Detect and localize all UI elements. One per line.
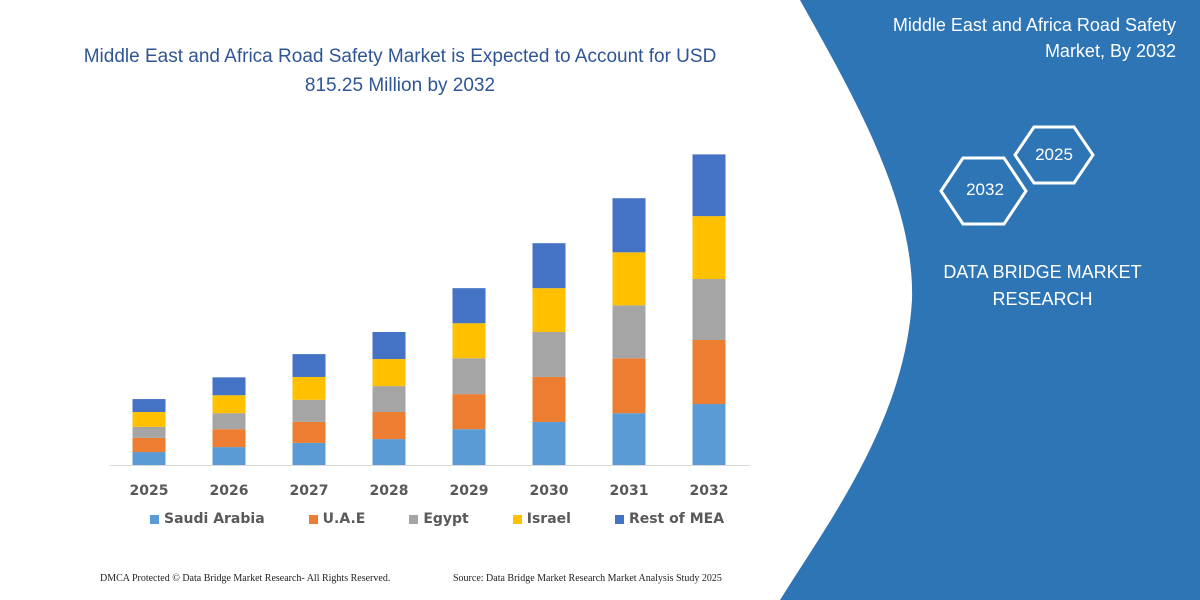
bar-segment-saudi-arabia-2028 [372,439,406,465]
bar-segment-rest-of-mea-2026 [212,377,246,396]
bar-segment-israel-2027 [292,376,326,400]
bar-segment-egypt-2031 [612,305,646,359]
hex-label-2025: 2025 [1035,145,1073,164]
x-tick-label: 2026 [210,483,249,499]
legend-item-uae: U.A.E [308,511,366,527]
legend-swatch [512,514,522,524]
x-tick-label: 2025 [130,483,169,499]
x-tick-label: 2028 [370,483,409,499]
hexagon-2032 [939,156,1028,226]
bar-segment-egypt-2028 [372,386,406,413]
legend-label: Rest of MEA [628,511,725,527]
x-tick-label: 2029 [450,483,489,499]
legend-label: Saudi Arabia [164,511,265,527]
hexagon-2025 [1013,125,1095,185]
bar-segment-egypt-2027 [292,399,326,422]
bar-segment-u-a-e-2028 [372,412,406,440]
legend-item-rest-of-mea: Rest of MEA [614,511,725,527]
bar-segment-rest-of-mea-2031 [612,198,646,253]
bar-segment-israel-2032 [692,216,726,280]
bar-segment-saudi-arabia-2030 [532,421,566,465]
legend: Saudi Arabia U.A.E Egypt Israel Rest of … [150,511,768,527]
bar-segment-saudi-arabia-2032 [692,404,726,465]
x-tick-label: 2030 [530,483,569,499]
bar-segment-u-a-e-2030 [532,376,566,422]
side-panel-shape [780,0,1200,600]
brand-name: DATA BRIDGE MARKET RESEARCH [943,262,1142,309]
bar-segment-u-a-e-2026 [212,429,246,448]
bar-segment-israel-2025 [132,412,166,427]
bar-segment-rest-of-mea-2028 [372,331,406,360]
chart-title: Middle East and Africa Road Safety Marke… [83,46,717,96]
bar-segment-israel-2028 [372,359,406,387]
bar-segment-rest-of-mea-2030 [532,243,566,289]
bar-segment-saudi-arabia-2031 [612,413,646,465]
legend-item-israel: Israel [512,511,571,527]
x-tick-label: 2027 [290,483,329,499]
x-tick-label: 2031 [610,483,649,499]
legend-swatch [308,514,318,524]
stacked-bar-chart: 2025 2026 2027 2028 2029 2030 2031 2032 [110,154,750,499]
bar-segment-israel-2031 [612,252,646,306]
bar-segment-u-a-e-2025 [132,437,166,453]
bar-segment-u-a-e-2029 [452,394,486,430]
legend-item-saudi-arabia: Saudi Arabia [150,511,265,527]
legend-swatch [614,514,624,524]
bar-segment-rest-of-mea-2025 [132,399,166,413]
source-note: Source: Data Bridge Market Research Mark… [453,573,722,584]
legend-label: Israel [526,511,571,527]
bar-segment-u-a-e-2031 [612,358,646,414]
hex-label-2032: 2032 [966,180,1004,199]
bar-segment-saudi-arabia-2025 [132,452,166,465]
bar-segment-israel-2029 [452,323,486,359]
bar-segment-egypt-2026 [212,413,246,430]
bar-segment-rest-of-mea-2029 [452,288,486,324]
bar-segment-israel-2030 [532,288,566,332]
bar-segment-u-a-e-2032 [692,339,726,405]
bar-segment-u-a-e-2027 [292,421,326,443]
bar-segment-rest-of-mea-2027 [292,354,326,377]
legend-item-egypt: Egypt [409,511,469,527]
legend-swatch [409,514,419,524]
bar-segment-saudi-arabia-2029 [452,429,486,465]
legend-swatch [150,514,159,524]
legend-label: U.A.E [322,511,366,527]
bar-segment-egypt-2025 [132,426,166,438]
bar-segment-egypt-2032 [692,279,726,340]
bar-segment-egypt-2029 [452,358,486,395]
bar-segment-saudi-arabia-2026 [212,447,246,465]
legend-label: Egypt [423,511,469,527]
side-panel-title: Middle East and Africa Road Safety Marke… [892,15,1176,61]
bar-segment-egypt-2030 [532,331,566,377]
bar-segment-rest-of-mea-2032 [692,154,726,217]
x-tick-label: 2032 [690,483,729,499]
bar-segment-saudi-arabia-2027 [292,442,326,465]
bar-segment-israel-2026 [212,395,246,414]
copyright-notice: DMCA Protected © Data Bridge Market Rese… [100,573,391,584]
